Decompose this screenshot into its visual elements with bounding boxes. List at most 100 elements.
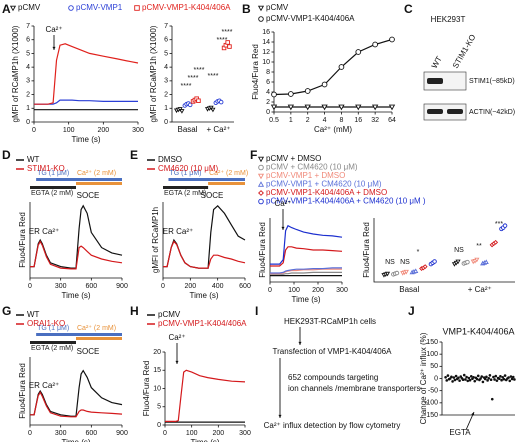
treatment-bar: [76, 182, 122, 185]
arrow-head: [52, 46, 56, 50]
legend-label: pCMV + CM4620 (10 μM): [266, 163, 358, 172]
dot-point: [474, 257, 480, 263]
panel-letter: D: [2, 148, 11, 162]
y-tick-label: 15: [153, 367, 161, 374]
y-axis-label: Fluo4/Fura Red: [258, 222, 267, 278]
scatter-point: [450, 375, 453, 379]
y-tick-label: 6: [26, 37, 30, 44]
scatter-point: [513, 378, 516, 381]
y-tick-label: 2: [164, 91, 168, 98]
scatter-point: [479, 377, 482, 380]
y-axis-label: Fluo4/Fura Red: [251, 44, 260, 100]
annotation: Ca²⁺: [274, 199, 291, 208]
data-point: [355, 104, 362, 111]
y-tick-label: -100: [424, 400, 438, 407]
annotation: ****: [181, 83, 192, 90]
scatter-point: [465, 375, 468, 379]
x-tick-label: 0: [32, 127, 36, 134]
y-tick-label: 5: [164, 50, 168, 57]
dot-point: [422, 264, 428, 270]
panel-letter: I: [255, 304, 258, 318]
x-tick-label: 300: [55, 430, 67, 437]
data-point: [321, 104, 328, 111]
treatment-bar: [208, 182, 245, 185]
scatter-point: [469, 375, 473, 378]
annotation: ER Ca²⁺: [29, 381, 59, 390]
x-tick-label: 64: [388, 117, 396, 124]
data-point: [270, 104, 278, 111]
panel-letter: G: [2, 304, 11, 318]
legend-label: pCMV: [266, 3, 289, 12]
y-axis-label: gMFI of RCaMP1h (X1000): [149, 25, 158, 122]
scatter-point: [475, 377, 479, 381]
legend-label: STIM1-KO: [27, 164, 65, 173]
x-tick-label: 300: [336, 287, 348, 294]
x-tick-label: 0: [268, 287, 272, 294]
y-tick-label: 10: [153, 385, 161, 392]
scatter-point: [483, 377, 487, 381]
dot-point: [187, 102, 193, 108]
dot-point: [413, 268, 419, 274]
annotation: SOCE: [77, 347, 100, 356]
workflow-step: HEK293T-RCaMP1h cells: [284, 317, 376, 326]
treatment-label: TG (1 μM): [169, 170, 201, 177]
line-trace: [273, 38, 393, 96]
annotation: SOCE: [77, 191, 100, 200]
scatter-point: [509, 375, 513, 378]
x-axis-label: Time (s): [291, 295, 320, 304]
x-tick-label: 0: [28, 430, 32, 437]
treatment-label: TG (1 μM): [37, 170, 69, 177]
scatter-point: [508, 379, 512, 383]
treatment-bar: [76, 337, 122, 340]
scatter-point: [495, 379, 499, 382]
arrow-head: [175, 360, 179, 364]
x-tick-label: 8: [339, 117, 343, 124]
band-label: STIM1(~85kD): [469, 78, 515, 85]
y-tick-label: -50: [428, 388, 438, 395]
dot-point: [483, 259, 489, 265]
x-axis-label: Time (s): [71, 135, 100, 144]
x-tick-label: 400: [212, 283, 224, 290]
line-trace: [30, 240, 123, 270]
axes: [373, 218, 515, 283]
scatter-point: [481, 380, 485, 384]
data-point: [389, 36, 395, 43]
x-tick-label: Basal: [177, 125, 197, 134]
dot-point: [455, 259, 461, 265]
scatter-point: [458, 379, 461, 382]
treatment-bar: [36, 333, 123, 336]
y-axis-label: gMFI of RCaMP1h (X1000): [11, 25, 20, 122]
legend-symbol: [68, 5, 74, 11]
y-tick-label: 10: [262, 59, 270, 66]
cell-line: HEK293T: [431, 15, 466, 24]
dot-point: [196, 98, 201, 103]
x-tick-label: Basal: [399, 285, 419, 294]
scatter-point: [476, 374, 480, 378]
legend-symbol: [9, 5, 17, 12]
legend-label: pCMV: [158, 310, 181, 319]
legend-label: pCMV-VMP1-K404/406A: [142, 3, 231, 12]
workflow-screen: 652 compounds targeting: [288, 373, 378, 382]
annotation: SOCE: [201, 191, 224, 200]
treatment-label: TG (1 μM): [37, 325, 69, 332]
x-tick-label: 900: [116, 430, 128, 437]
y-tick-label: 8: [266, 69, 270, 76]
y-tick-label: 5: [157, 404, 161, 411]
x-tick-label: 200: [212, 430, 224, 437]
scatter-point: [462, 373, 466, 377]
legend-symbol: [257, 173, 265, 180]
panel-letter: J: [408, 304, 415, 318]
legend-label: WT: [27, 310, 40, 319]
scatter-point: [453, 378, 457, 382]
treatment-bar: [30, 186, 76, 189]
treatment-label: Ca²⁺ (2 mM): [77, 170, 116, 177]
annotation: NS: [385, 259, 395, 266]
legend-label: pCMV-VMP1 + CM4620 (10 μM): [266, 180, 382, 189]
y-tick-label: 12: [262, 49, 270, 56]
scatter-point: [480, 375, 484, 378]
x-tick-label: 200: [97, 127, 109, 134]
legend-symbol: [258, 16, 264, 22]
line-trace: [34, 43, 139, 105]
x-tick-label: 300: [132, 127, 144, 134]
scatter-point: [494, 374, 498, 378]
